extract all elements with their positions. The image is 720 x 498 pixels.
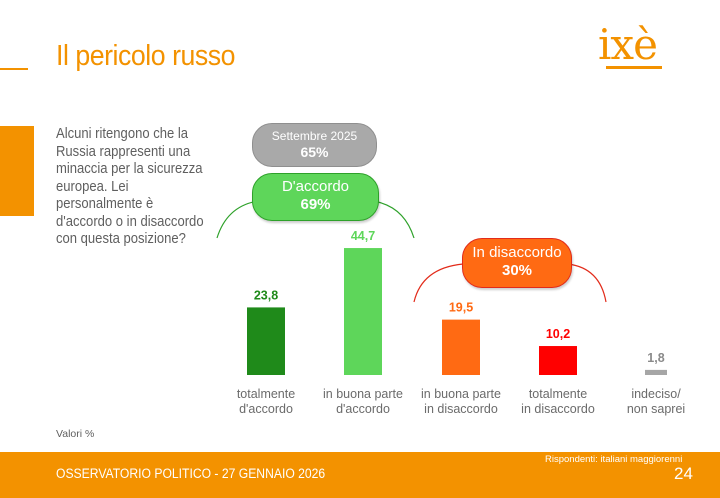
value-label-1: 23,8 xyxy=(254,288,278,302)
agree-total-label: D'accordo xyxy=(281,178,350,195)
category-label-4-line-2: in disaccordo xyxy=(521,402,595,416)
survey-question: Alcuni ritengono che la Russia rappresen… xyxy=(56,126,204,247)
brand-logo: ixè xyxy=(598,20,664,72)
previous-wave-label: Settembre 2025 xyxy=(271,129,358,143)
previous-wave-value: 65% xyxy=(300,144,329,160)
bar-chart: 23,844,719,510,21,8 totalmented'accordoi… xyxy=(216,200,685,416)
category-label-1-line-1: totalmente xyxy=(237,387,295,401)
logo-underline xyxy=(606,66,662,69)
disagree-total-callout: In disaccordo 30% xyxy=(462,238,572,288)
bar-2 xyxy=(344,248,382,375)
value-label-4: 10,2 xyxy=(546,327,570,341)
category-label-2-line-1: in buona parte xyxy=(323,387,403,401)
category-label-2-line-2: d'accordo xyxy=(336,402,390,416)
value-label-2: 44,7 xyxy=(351,229,375,243)
value-label-3: 19,5 xyxy=(449,301,473,315)
category-label-4-line-1: totalmente xyxy=(529,387,587,401)
footer-title: OSSERVATORIO POLITICO - 27 GENNAIO 2026 xyxy=(56,466,326,481)
previous-wave-callout: Settembre 2025 65% xyxy=(252,123,377,167)
agree-total-value: 69% xyxy=(300,196,331,213)
disagree-total-value: 30% xyxy=(501,262,533,279)
disagree-total-label: In disaccordo xyxy=(472,244,562,261)
bar-4 xyxy=(539,346,577,375)
units-note: Valori % xyxy=(56,428,95,440)
category-label-3-line-1: in buona parte xyxy=(421,387,501,401)
group-brackets xyxy=(216,200,607,303)
bar-5 xyxy=(645,369,667,375)
bars-group xyxy=(247,248,667,375)
page-number: 24 xyxy=(674,464,693,483)
disagree-bracket xyxy=(413,263,607,303)
category-label-3-line-2: in disaccordo xyxy=(424,402,498,416)
bar-3 xyxy=(442,319,480,375)
value-labels-group: 23,8 44,7 19,5 10,2 1,8 xyxy=(254,229,665,365)
logo-text: ixè xyxy=(598,20,658,69)
side-accent-block xyxy=(0,126,34,216)
category-label-1-line-2: d'accordo xyxy=(239,402,293,416)
footer-bar xyxy=(0,452,720,498)
category-label-5-line-1: indeciso/ xyxy=(631,387,681,401)
page-title: Il pericolo russo xyxy=(56,40,236,72)
agree-total-callout: D'accordo 69% xyxy=(252,173,379,221)
value-label-5: 1,8 xyxy=(647,351,664,365)
bar-1 xyxy=(247,307,285,375)
respondents-note: Rispondenti: italiani maggiorenni xyxy=(545,454,683,465)
category-label-5-line-2: non saprei xyxy=(627,402,685,416)
title-rule xyxy=(0,68,28,70)
